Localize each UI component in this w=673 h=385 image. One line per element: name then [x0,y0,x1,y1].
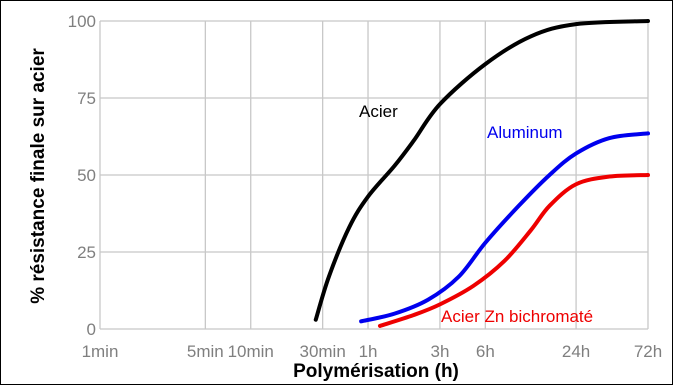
x-tick-label: 3h [430,342,449,361]
tick-labels: 0 25 50 75 100 1min 5min 10min 30min 1h 3h 6h 24h 72h [68,12,663,361]
series-line-aluminum [359,131,650,324]
series-label-acier: Acier [359,102,398,121]
x-tick-label: 6h [476,342,495,361]
x-tick-label: 72h [634,342,662,361]
series-label-acier-zn-bichromate: Acier Zn bichromaté [441,307,593,326]
series-labels: Acier Aluminum Acier Zn bichromaté [359,102,593,326]
series-line-acier [313,19,650,322]
x-axis-title: Polymérisation (h) [293,361,459,382]
y-tick-label: 100 [68,12,96,31]
x-tick-label: 24h [562,342,590,361]
y-axis-title: % résistance finale sur acier [28,48,49,304]
x-tick-label: 1min [82,342,119,361]
series-label-aluminum: Aluminum [487,123,563,142]
x-tick-label: 5min [187,342,224,361]
x-tick-label: 1h [359,342,378,361]
y-tick-label: 75 [77,89,96,108]
series-line-acier-zn-bichromate [377,173,650,328]
series-layer [313,19,650,328]
y-tick-label: 25 [77,243,96,262]
x-tick-label: 10min [228,342,274,361]
y-tick-label: 0 [87,320,96,339]
grid-layer [99,20,649,330]
x-tick-label: 30min [299,342,345,361]
y-tick-label: 50 [77,166,96,185]
